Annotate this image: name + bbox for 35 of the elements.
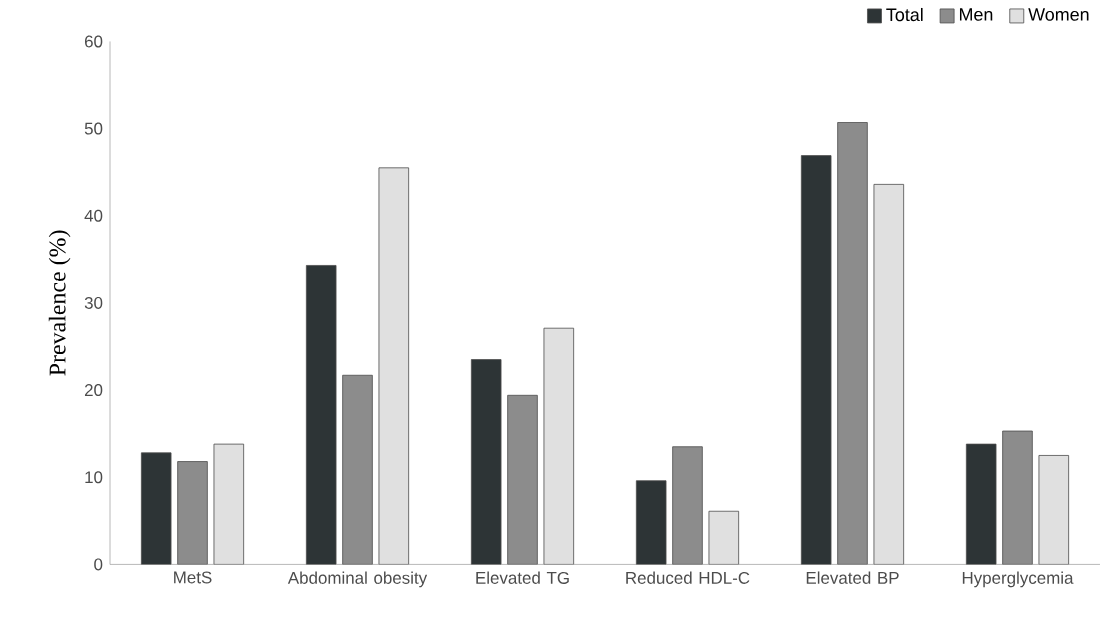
bar <box>873 183 905 565</box>
bar <box>507 394 538 565</box>
x-tick-label: Abdominal obesity <box>287 571 428 588</box>
bar <box>965 443 997 565</box>
bar <box>378 167 410 565</box>
x-tick-label: MetS <box>174 571 212 584</box>
legend-label: Men <box>959 8 993 21</box>
bar <box>140 452 172 565</box>
x-tick-label: Elevated BP <box>806 571 899 584</box>
bar <box>213 443 245 565</box>
bar <box>470 358 502 565</box>
legend-label: Women <box>1028 8 1089 21</box>
bar <box>635 480 667 565</box>
bar <box>1002 430 1033 565</box>
bar <box>177 460 208 565</box>
y-tick-label: 40 <box>84 209 103 222</box>
bar <box>1038 454 1070 565</box>
bar <box>305 264 337 565</box>
bar <box>543 327 575 565</box>
y-axis-title: Prevalence (%) <box>48 230 71 376</box>
y-tick-label: 30 <box>84 296 103 309</box>
y-tick-label: 10 <box>85 471 103 484</box>
legend-label: Total <box>886 7 923 21</box>
bar <box>672 446 703 565</box>
bar <box>837 121 868 565</box>
y-tick-label: 20 <box>84 383 103 396</box>
y-tick-label: 60 <box>85 35 103 48</box>
y-tick-label: 50 <box>84 122 103 135</box>
y-tick-label: 0 <box>94 558 103 571</box>
bar <box>800 155 832 565</box>
bar <box>708 510 740 565</box>
x-tick-label: Reduced HDL-C <box>626 571 750 584</box>
x-tick-label: Elevated TG <box>476 571 569 584</box>
bar <box>342 374 373 565</box>
x-tick-label: Hyperglycemia <box>962 571 1074 588</box>
